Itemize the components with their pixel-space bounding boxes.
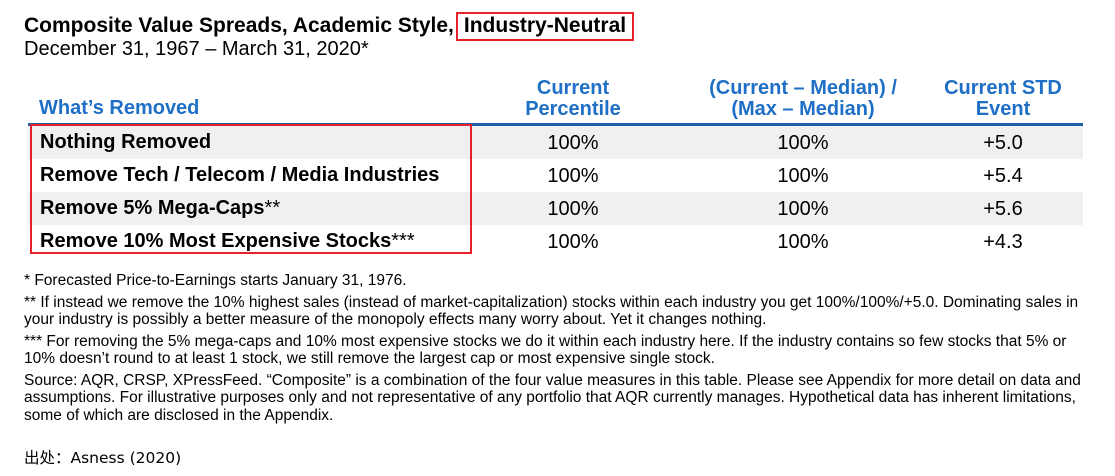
std-cell: +5.0 [983, 132, 1023, 154]
footnote-2: ** If instead we remove the 10% highest … [24, 293, 1079, 329]
row-label: Remove Tech / Telecom / Media Industries [40, 164, 440, 186]
header-whats-removed: What’s Removed [39, 97, 200, 119]
date-range-subtitle: December 31, 1967 – March 31, 2020* [24, 38, 369, 60]
ratio-cell: 100% [777, 165, 829, 187]
value-spreads-table: What’s Removed Current Percentile (Curren… [28, 75, 1083, 258]
header-current-percentile: Current Percentile [525, 77, 621, 120]
footnote-3: *** For removing the 5% mega-caps and 10… [24, 332, 1067, 368]
title-main: Composite Value Spreads, Academic Style, [24, 14, 454, 37]
table-row: Nothing Removed 100% 100% +5.0 [28, 126, 1083, 159]
header-current-median-ratio: (Current – Median) / (Max – Median) [709, 77, 897, 120]
ratio-cell: 100% [777, 198, 829, 220]
source-note: Source: AQR, CRSP, XPressFeed. “Composit… [24, 371, 1081, 424]
ratio-cell: 100% [777, 231, 829, 253]
percentile-cell: 100% [547, 198, 599, 220]
table-row: Remove 10% Most Expensive Stocks*** 100%… [28, 225, 1083, 258]
title-highlight-box: Industry-Neutral [455, 12, 635, 41]
std-cell: +5.6 [983, 198, 1023, 220]
row-label: Remove 5% Mega-Caps** [40, 197, 281, 219]
row-label: Remove 10% Most Expensive Stocks*** [40, 230, 415, 252]
table-row: Remove 5% Mega-Caps** 100% 100% +5.6 [28, 192, 1083, 225]
citation-source: 出处：Asness (2020) [24, 449, 182, 467]
percentile-cell: 100% [547, 165, 599, 187]
highlight-box-row-labels [30, 124, 472, 254]
table-row: Remove Tech / Telecom / Media Industries… [28, 159, 1083, 192]
ratio-cell: 100% [777, 132, 829, 154]
row-label: Nothing Removed [40, 131, 212, 153]
std-cell: +5.4 [983, 165, 1023, 187]
header-current-std-event: Current STD Event [944, 77, 1062, 120]
footnote-1: * Forecasted Price-to-Earnings starts Ja… [24, 272, 407, 289]
table-header: What’s Removed Current Percentile (Curren… [28, 75, 1083, 126]
percentile-cell: 100% [547, 132, 599, 154]
percentile-cell: 100% [547, 231, 599, 253]
footnotes: * Forecasted Price-to-Earnings starts Ja… [24, 272, 1094, 428]
chart-title: Composite Value Spreads, Academic Style,… [24, 12, 635, 41]
std-cell: +4.3 [983, 231, 1023, 253]
